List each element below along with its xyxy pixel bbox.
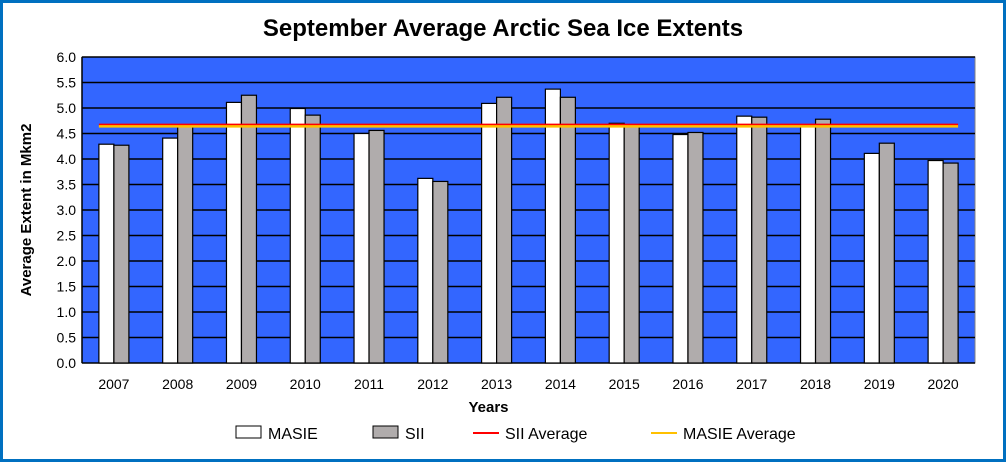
x-tick-label: 2015 [609,376,640,392]
bar-sii-2018 [814,118,832,364]
bar-sii-2007 [113,144,130,364]
bar-masie-2013 [481,102,498,364]
y-tick-label: 4.0 [57,151,77,167]
bar-masie-2017 [736,115,753,364]
y-tick-label: 3.0 [57,202,77,218]
bar-masie-2007 [98,143,115,364]
x-tick-label: 2013 [481,376,512,392]
bar-sii-2017 [751,116,768,364]
x-tick-label: 2008 [162,376,193,392]
x-axis-title: Years [468,399,508,416]
legend-swatch-sii [372,425,399,439]
y-tick-label: 1.5 [57,279,77,295]
bar-sii-2011 [368,129,385,364]
x-tick-label: 2011 [354,376,384,392]
legend-label: MASIE Average [683,426,796,443]
legend-swatch-masie [235,425,262,439]
y-tick-label: 5.0 [57,100,77,116]
y-tick-label: 0.0 [57,355,77,371]
legend-label: SII [405,426,425,443]
bar-sii-2010 [304,114,321,364]
bar-sii-2009 [240,94,258,364]
y-axis-title: Average Extent in Mkm2 [18,124,35,297]
bar-sii-2015 [623,126,640,364]
x-tick-label: 2016 [672,376,703,392]
x-tick-label: 2009 [226,376,257,392]
y-tick-label: 2.0 [57,253,77,269]
x-tick-label: 2010 [290,376,321,392]
x-tick-label: 2018 [800,376,831,392]
bar-masie-2012 [417,177,434,364]
bar-sii-2019 [878,142,895,364]
x-tick-label: 2020 [928,376,959,392]
bar-sii-2012 [432,180,449,364]
bar-sii-2016 [687,131,704,364]
bar-masie-2015 [608,122,625,364]
y-tick-label: 6.0 [57,49,77,65]
bar-masie-2016 [672,133,689,364]
bar-chart: 0.0 0.5 1.0 1.5 2.0 2.5 3.0 3.5 4.0 4.5 5.0 5.5 6.0 2… [18,49,976,443]
bar-masie-2008 [162,137,179,364]
x-tick-label: 2019 [864,376,895,392]
y-tick-label: 1.0 [57,304,77,320]
bar-sii-2008 [177,125,194,364]
bar-masie-2010 [289,107,306,364]
x-tick-label: 2012 [417,376,448,392]
bar-sii-2013 [496,96,513,364]
x-tick-label: 2014 [545,376,576,392]
y-tick-label: 5.5 [57,75,77,91]
bar-masie-2018 [799,124,817,364]
legend-label: MASIE [268,426,318,443]
x-tick-label: 2017 [736,376,767,392]
bar-masie-2011 [353,132,370,364]
y-tick-label: 2.5 [57,228,77,244]
y-tick-label: 4.5 [57,126,77,142]
bar-masie-2019 [863,152,880,364]
y-tick-label: 0.5 [57,330,77,346]
chart-title: September Average Arctic Sea Ice Extents [262,15,744,42]
bar-masie-2014 [544,88,561,364]
legend-label: SII Average [505,426,588,443]
x-tick-label: 2007 [98,376,129,392]
bar-masie-2020 [927,159,944,364]
y-tick-label: 3.5 [57,177,77,193]
bar-masie-2009 [225,101,243,364]
bar-sii-2014 [559,96,576,364]
bar-sii-2020 [942,162,959,364]
